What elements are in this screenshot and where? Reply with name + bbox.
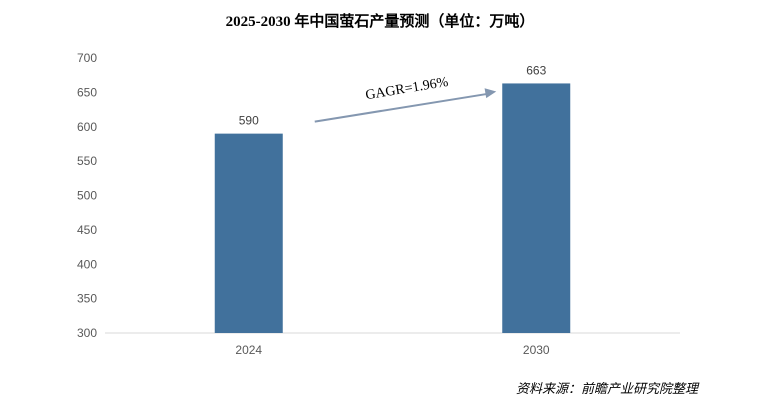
- chart-title: 2025-2030 年中国萤石产量预测（单位：万吨）: [225, 14, 535, 30]
- source-note: 资料来源：前瞻产业研究院整理: [515, 381, 698, 396]
- y-tick-label: 350: [77, 292, 97, 306]
- cagr-arrow-line: [314, 92, 491, 123]
- bar-2030: [502, 83, 571, 333]
- y-tick-label: 650: [77, 85, 97, 99]
- data-label-2030: 663: [526, 63, 546, 77]
- y-tick-label: 550: [77, 154, 97, 168]
- y-tick-label: 450: [77, 223, 97, 237]
- y-tick-label: 700: [77, 51, 97, 65]
- cagr-arrow-head: [484, 88, 497, 99]
- y-tick-label: 400: [77, 257, 97, 271]
- y-tick-label: 600: [77, 120, 97, 134]
- y-tick-label: 300: [77, 326, 97, 340]
- x-tick-label-2030: 2030: [523, 343, 550, 357]
- data-label-2024: 590: [239, 114, 259, 128]
- y-tick-label: 500: [77, 189, 97, 203]
- cagr-annotation-label: GAGR=1.96%: [364, 75, 449, 104]
- bar-2024: [214, 133, 283, 333]
- x-tick-label-2024: 2024: [235, 343, 262, 357]
